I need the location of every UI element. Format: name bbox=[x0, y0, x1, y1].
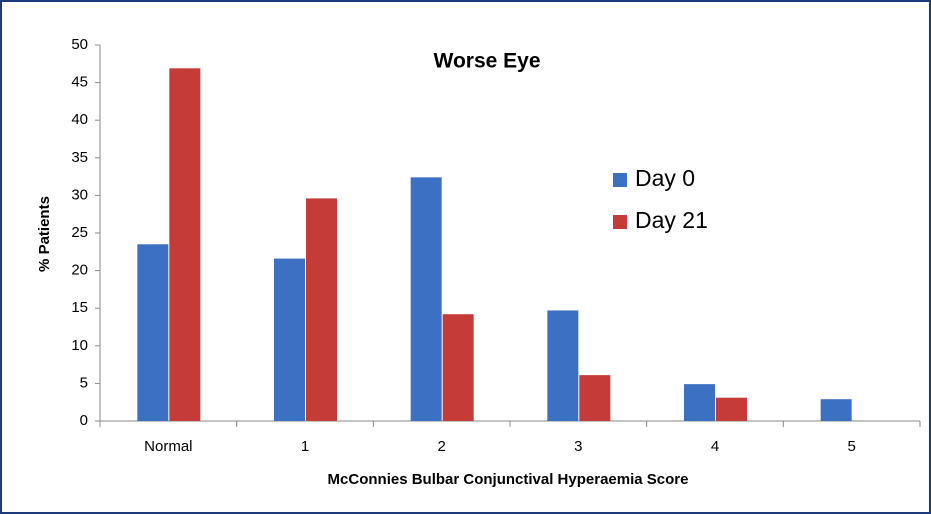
y-tick-label: 50 bbox=[71, 36, 88, 53]
x-tick-label: Normal bbox=[144, 438, 192, 455]
y-tick-label: 30 bbox=[71, 186, 88, 203]
y-tick-label: 15 bbox=[71, 299, 88, 316]
y-axis-label: % Patients bbox=[36, 196, 53, 272]
bar bbox=[547, 310, 579, 421]
y-tick-label: 10 bbox=[71, 337, 88, 354]
x-tick-label: 4 bbox=[711, 438, 719, 455]
y-tick-label: 0 bbox=[80, 412, 88, 429]
y-tick-label: 45 bbox=[71, 74, 88, 91]
y-tick-label: 20 bbox=[71, 262, 88, 279]
y-tick-label: 40 bbox=[71, 111, 88, 128]
x-tick-label: 5 bbox=[847, 438, 855, 455]
y-tick-label: 35 bbox=[71, 149, 88, 166]
bar bbox=[306, 198, 337, 421]
bar bbox=[410, 177, 442, 421]
x-axis-label: McConnies Bulbar Conjunctival Hyperaemia… bbox=[328, 471, 689, 488]
bar bbox=[684, 384, 715, 421]
bar bbox=[137, 244, 169, 421]
legend-swatch bbox=[613, 173, 627, 187]
x-tick-label: 2 bbox=[437, 438, 445, 455]
legend-label: Day 0 bbox=[635, 165, 695, 191]
chart-title: Worse Eye bbox=[434, 50, 541, 73]
x-tick-label: 3 bbox=[574, 438, 582, 455]
y-tick-label: 25 bbox=[71, 224, 88, 241]
bar bbox=[579, 375, 611, 421]
bar bbox=[442, 314, 474, 421]
x-tick-label: 1 bbox=[301, 438, 309, 455]
bar bbox=[169, 68, 201, 421]
bar bbox=[716, 397, 747, 421]
legend-label: Day 21 bbox=[635, 207, 708, 233]
y-tick-label: 5 bbox=[80, 374, 88, 391]
bar bbox=[274, 258, 305, 421]
legend-swatch bbox=[613, 215, 627, 229]
bar bbox=[820, 399, 852, 421]
